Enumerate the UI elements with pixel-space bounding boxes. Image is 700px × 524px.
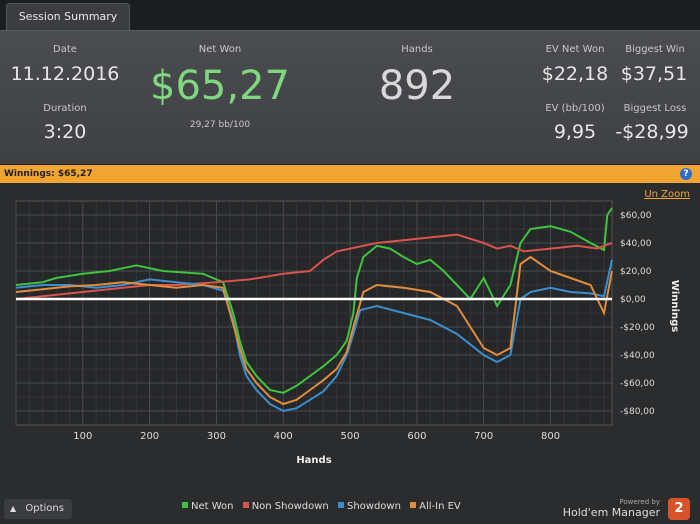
duration-label: Duration xyxy=(43,103,87,114)
legend-label: Non Showdown xyxy=(251,501,329,512)
y-tick-label: $0,00 xyxy=(620,295,646,305)
winnings-banner: Winnings: $65,27 ? xyxy=(0,165,700,183)
y-tick-label: -$80,00 xyxy=(620,407,655,417)
y-tick-label: -$60,00 xyxy=(620,379,655,389)
winnings-chart: Un Zoom 100 200 300 400 500 600 700 800 $60,00 $4… xyxy=(0,183,700,495)
legend-swatch xyxy=(182,502,188,508)
legend-swatch xyxy=(410,502,417,508)
biggest-loss-label: Biggest Loss xyxy=(623,103,687,114)
x-tick-label: 200 xyxy=(140,431,159,442)
x-tick-label: 500 xyxy=(341,431,360,442)
x-tick-label: 400 xyxy=(274,431,293,442)
y-tick-label: $20,00 xyxy=(620,267,652,277)
duration-value: 3:20 xyxy=(43,121,87,143)
legend-item-net-won[interactable]: Net Won xyxy=(176,501,234,512)
x-tick-label: 100 xyxy=(73,431,92,442)
options-label: Options xyxy=(25,503,64,514)
tab-bar: Session Summary xyxy=(0,0,700,30)
chevron-up-icon: ▲ xyxy=(10,504,17,513)
brand-block: Powered by Hold'em Manager xyxy=(563,498,660,519)
biggest-win-label: Biggest Win xyxy=(625,44,685,55)
legend-item-showdown[interactable]: Showdown xyxy=(332,501,401,512)
y-tick-label: $60,00 xyxy=(620,211,652,221)
legend-item-all-in-ev[interactable]: All-In EV xyxy=(404,501,461,512)
x-tick-label: 300 xyxy=(207,431,226,442)
ev-bb-value: 9,95 xyxy=(553,121,597,143)
ev-bb-label: EV (bb/100) xyxy=(545,103,605,114)
y-tick-label: -$20,00 xyxy=(620,323,655,333)
hands-label: Hands xyxy=(401,44,433,55)
net-won-bb-value: 29,27 bb/100 xyxy=(189,120,251,130)
series-line-all-in-ev xyxy=(15,255,613,406)
help-icon[interactable]: ? xyxy=(680,168,692,180)
x-axis-label: Hands xyxy=(296,455,331,466)
y-axis-label: Winnings xyxy=(669,280,680,332)
winnings-text: Winnings: $65,27 xyxy=(4,169,93,179)
biggest-win-value: $37,51 xyxy=(620,63,688,85)
legend-label: Net Won xyxy=(191,501,234,512)
biggest-loss-value: -$28,99 xyxy=(615,121,689,143)
date-value: 11.12.2016 xyxy=(10,63,120,85)
series-line-non-showdown xyxy=(15,233,613,300)
date-label: Date xyxy=(53,44,77,55)
unzoom-link[interactable]: Un Zoom xyxy=(644,189,690,200)
ev-net-won-value: $22,18 xyxy=(541,63,609,85)
winnings-chart-svg: 100 200 300 400 500 600 700 800 $60,00 $40,00 $20,… xyxy=(15,200,680,466)
chart-legend: Net Won Non Showdown Showdown All-In EV xyxy=(176,501,461,512)
ev-net-won-label: EV Net Won xyxy=(545,44,605,55)
series-line-net-won xyxy=(15,207,613,394)
y-tick-label: -$40,00 xyxy=(620,351,655,361)
options-button[interactable]: ▲ Options xyxy=(4,499,72,519)
tab-session-summary[interactable]: Session Summary xyxy=(6,3,130,30)
legend-swatch xyxy=(242,502,249,508)
x-tick-label: 600 xyxy=(407,431,426,442)
legend-label: All-In EV xyxy=(419,501,461,512)
session-summary-panel: Date 11.12.2016 Duration 3:20 Net Won $6… xyxy=(0,30,700,164)
x-tick-label: 800 xyxy=(541,431,560,442)
brand-name: Hold'em Manager xyxy=(562,506,660,519)
net-won-value: $65,27 xyxy=(150,63,290,109)
legend-swatch xyxy=(337,502,344,508)
x-tick-label: 700 xyxy=(474,431,493,442)
legend-label: Showdown xyxy=(346,501,401,512)
footer-bar: ▲ Options Net Won Non Showdown Showdown … xyxy=(0,495,700,524)
hands-value: 892 xyxy=(378,63,456,109)
holdem-manager-logo-icon: 2 xyxy=(668,498,690,520)
y-tick-label: $40,00 xyxy=(620,239,652,249)
net-won-label: Net Won xyxy=(198,44,242,55)
powered-by-text: Powered by xyxy=(619,498,660,506)
legend-item-non-showdown[interactable]: Non Showdown xyxy=(237,501,329,512)
